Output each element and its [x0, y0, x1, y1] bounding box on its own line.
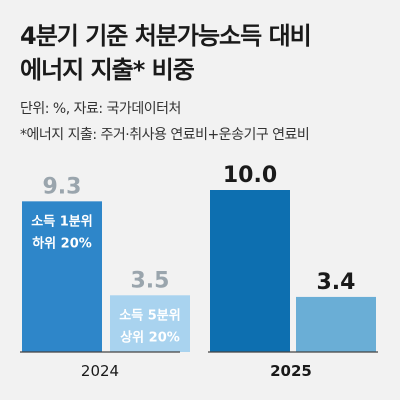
series-label-2-line-1: 소득 5분위 — [119, 308, 180, 323]
bar-2025-series-2 — [296, 296, 376, 352]
series-label-2-line-2: 상위 20% — [120, 330, 180, 345]
chart-title-line1: 4분기 기준 처분가능소득 대비 — [20, 22, 312, 50]
series-label-1-line-1: 소득 1분위 — [31, 214, 92, 229]
unit-source-note: 단위: %, 자료: 국가데이터처 — [20, 101, 181, 117]
x-tick-label-2025: 2025 — [270, 362, 312, 380]
bar-2024-series-2 — [110, 295, 190, 352]
value-label-2024-series-1: 9.3 — [43, 174, 82, 199]
footnote: *에너지 지출: 주거·취사용 연료비+운송기구 연료비 — [20, 127, 310, 143]
value-label-2024-series-2: 3.5 — [131, 268, 170, 293]
value-label-2025-series-2: 3.4 — [317, 270, 356, 295]
bar-2025-series-1 — [210, 190, 290, 352]
chart-title-line2: 에너지 지출* 비중 — [20, 56, 195, 84]
x-tick-label-2024: 2024 — [81, 362, 119, 380]
series-label-1-line-2: 하위 20% — [32, 235, 92, 251]
bar-2024-series-1 — [22, 201, 102, 352]
value-label-2025-series-1: 10.0 — [223, 163, 277, 188]
